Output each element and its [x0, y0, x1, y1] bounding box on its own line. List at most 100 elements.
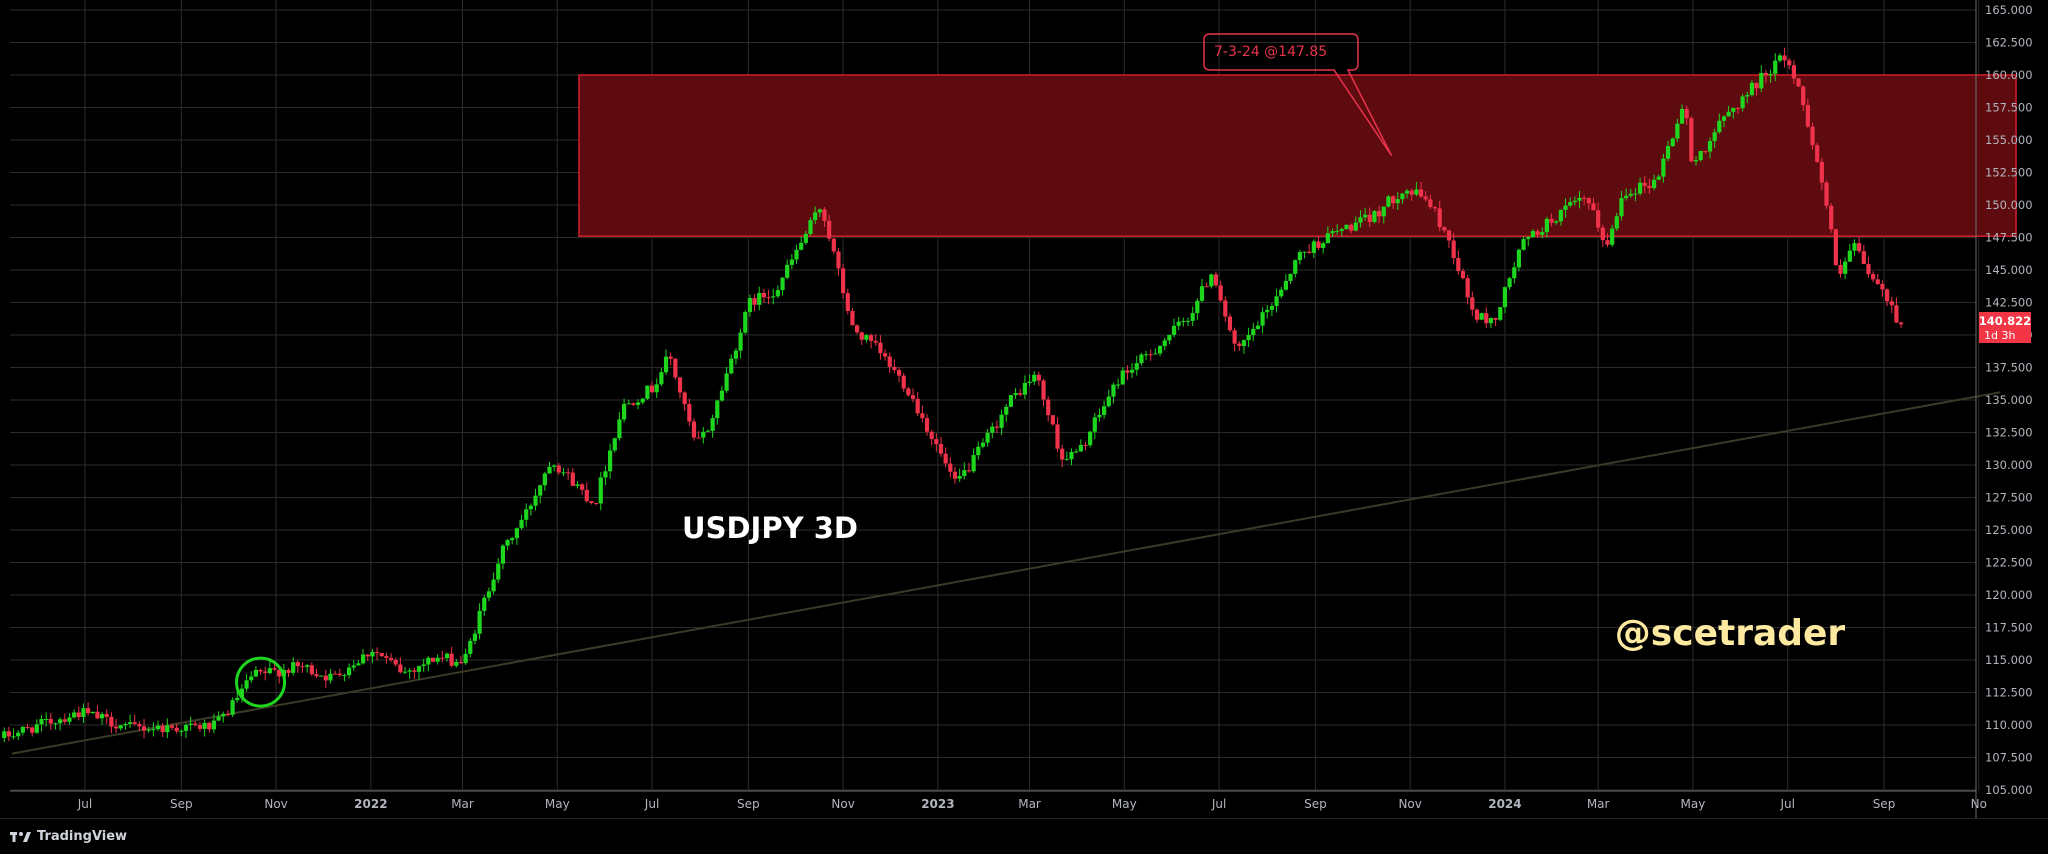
candle-body [719, 390, 725, 401]
candle-body [635, 402, 641, 405]
candle-body [906, 388, 911, 396]
candle-body [1404, 190, 1410, 194]
candle-body [1349, 224, 1354, 231]
candle-body [291, 662, 296, 673]
candle-body [193, 723, 198, 726]
tradingview-logo[interactable]: TradingView [10, 829, 127, 844]
candle-body [1516, 249, 1522, 268]
candle-body [225, 713, 231, 715]
candle-body [813, 212, 818, 221]
candle-body [440, 657, 445, 659]
candle-body [482, 597, 487, 611]
candle-body [598, 477, 603, 504]
candle-body [594, 503, 599, 505]
candle-body [808, 220, 813, 234]
tradingview-logo-text: TradingView [37, 829, 128, 844]
candle-body [1162, 340, 1167, 347]
candle-body [1218, 285, 1223, 301]
price-tick-label: 160.000 [1985, 68, 2033, 82]
candle-body [547, 466, 552, 474]
candle-body [104, 714, 109, 717]
candle-body [11, 736, 16, 738]
candle-body [533, 495, 538, 506]
price-tick-label: 150.000 [1985, 198, 2033, 212]
candle-body [319, 675, 324, 677]
candle-body [621, 403, 627, 420]
candle-body [169, 725, 175, 728]
candle-body [477, 610, 482, 634]
candle-body [1414, 189, 1419, 195]
price-tick-label: 112.500 [1985, 686, 2033, 700]
candle-body [715, 400, 720, 419]
candle-body [1712, 132, 1717, 142]
candle-body [1698, 151, 1703, 161]
candle-body [197, 725, 203, 729]
price-tick-label: 145.000 [1985, 263, 2033, 277]
candle-body [1577, 197, 1582, 201]
candle-body [673, 358, 678, 378]
candle-body [99, 714, 105, 719]
candle-body [174, 727, 179, 732]
candle-body [831, 238, 836, 252]
callout-text: 7-3-24 @147.85 [1214, 44, 1327, 60]
symbol-label: USDJPY 3D [682, 511, 858, 545]
time-tick-label: 2023 [921, 797, 954, 811]
candle-body [1176, 321, 1181, 326]
candle-body [277, 669, 282, 677]
candle-body [1894, 305, 1899, 323]
candle-body [1129, 369, 1135, 373]
candle-body [896, 370, 902, 376]
candle-body [1083, 445, 1088, 447]
candle-body [1833, 229, 1838, 266]
candle-body [1232, 330, 1237, 344]
candle-body [151, 729, 156, 731]
candle-body [1665, 146, 1671, 159]
candle-body [1871, 274, 1876, 280]
price-chart[interactable]: 7-3-24 @147.85 USDJPY 3D @scetrader Jul S… [0, 0, 2048, 818]
candle-body [347, 667, 352, 676]
price-tick-label: 135.000 [1985, 393, 2033, 407]
candle-body [1074, 451, 1079, 453]
candle-body [514, 528, 519, 539]
candle-body [957, 476, 962, 479]
candle-body [202, 722, 207, 729]
candle-body [463, 653, 468, 664]
candle-body [617, 419, 622, 439]
time-axis[interactable]: Jul Sep Nov 2022 Mar May Jul Sep Nov 2023 Mar May Ju… [77, 797, 1987, 811]
candle-body [155, 725, 161, 730]
candle-body [141, 726, 147, 731]
time-tick-label: May [1681, 797, 1706, 811]
candle-body [901, 375, 906, 389]
price-axis[interactable]: 165.000 162.500 160.000 157.500 155.000 152.5… [1985, 3, 2033, 797]
candle-body [1754, 82, 1759, 89]
candle-body [39, 719, 44, 725]
candle-body [1376, 211, 1382, 217]
price-tick-label: 152.500 [1985, 166, 2033, 180]
candle-body [1521, 239, 1526, 250]
candle-body [1563, 205, 1568, 210]
candle-body [486, 591, 492, 598]
candle-body [1815, 145, 1820, 162]
candle-body [1619, 198, 1624, 217]
candle-body [761, 292, 766, 298]
candle-body [1213, 274, 1219, 286]
candle-body [500, 545, 506, 564]
candle-body [86, 708, 91, 714]
candle-body [1190, 313, 1195, 321]
candle-body [1787, 60, 1792, 66]
candle-body [1451, 240, 1456, 259]
candle-body [892, 366, 897, 371]
candle-body [421, 664, 426, 667]
candle-body [510, 538, 515, 541]
candle-body [1768, 73, 1773, 76]
candle-body [1693, 160, 1699, 162]
candle-body [1544, 218, 1549, 233]
candle-body [1805, 105, 1810, 127]
candles[interactable] [2, 47, 1904, 743]
candle-body [1251, 328, 1256, 336]
candle-body [444, 653, 450, 659]
candle-body [1195, 300, 1200, 314]
last-price-countdown: 1d 3h [1984, 329, 2015, 342]
candle-body [95, 711, 100, 719]
candle-body [1843, 261, 1848, 274]
